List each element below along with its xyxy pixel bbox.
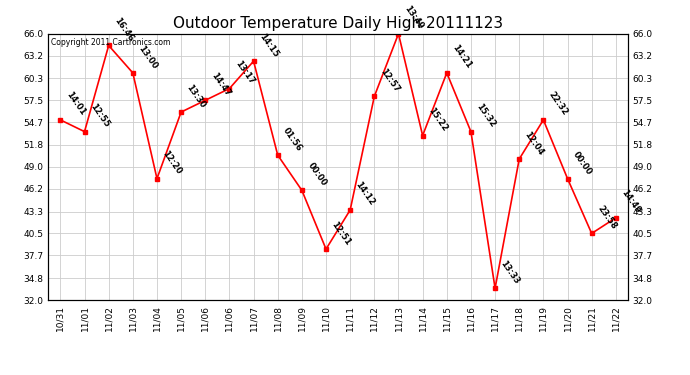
Text: 00:00: 00:00 — [571, 150, 593, 176]
Text: 14:15: 14:15 — [257, 32, 280, 59]
Text: 16:46: 16:46 — [112, 16, 135, 43]
Text: 14:12: 14:12 — [354, 180, 377, 208]
Text: 12:57: 12:57 — [378, 67, 401, 94]
Text: 13:17: 13:17 — [233, 59, 256, 86]
Text: 15:22: 15:22 — [426, 106, 449, 133]
Text: 12:55: 12:55 — [88, 102, 111, 129]
Text: 15:32: 15:32 — [475, 102, 497, 129]
Text: 01:56: 01:56 — [282, 126, 304, 153]
Text: 00:00: 00:00 — [306, 161, 328, 188]
Text: 14:21: 14:21 — [451, 44, 473, 70]
Text: 14:49: 14:49 — [620, 188, 642, 215]
Text: 23:58: 23:58 — [595, 204, 618, 231]
Text: 12:51: 12:51 — [330, 220, 353, 247]
Text: 13:30: 13:30 — [185, 83, 207, 110]
Text: 13:49: 13:49 — [402, 4, 425, 32]
Text: 13:33: 13:33 — [499, 259, 521, 286]
Text: 13:00: 13:00 — [137, 44, 159, 70]
Text: 22:32: 22:32 — [547, 90, 570, 117]
Text: Copyright 2011 Cartronics.com: Copyright 2011 Cartronics.com — [51, 38, 170, 47]
Text: 14:47: 14:47 — [209, 71, 232, 98]
Text: 14:01: 14:01 — [64, 90, 87, 117]
Text: 12:20: 12:20 — [161, 149, 184, 176]
Text: 12:04: 12:04 — [523, 130, 546, 157]
Title: Outdoor Temperature Daily High 20111123: Outdoor Temperature Daily High 20111123 — [173, 16, 503, 31]
